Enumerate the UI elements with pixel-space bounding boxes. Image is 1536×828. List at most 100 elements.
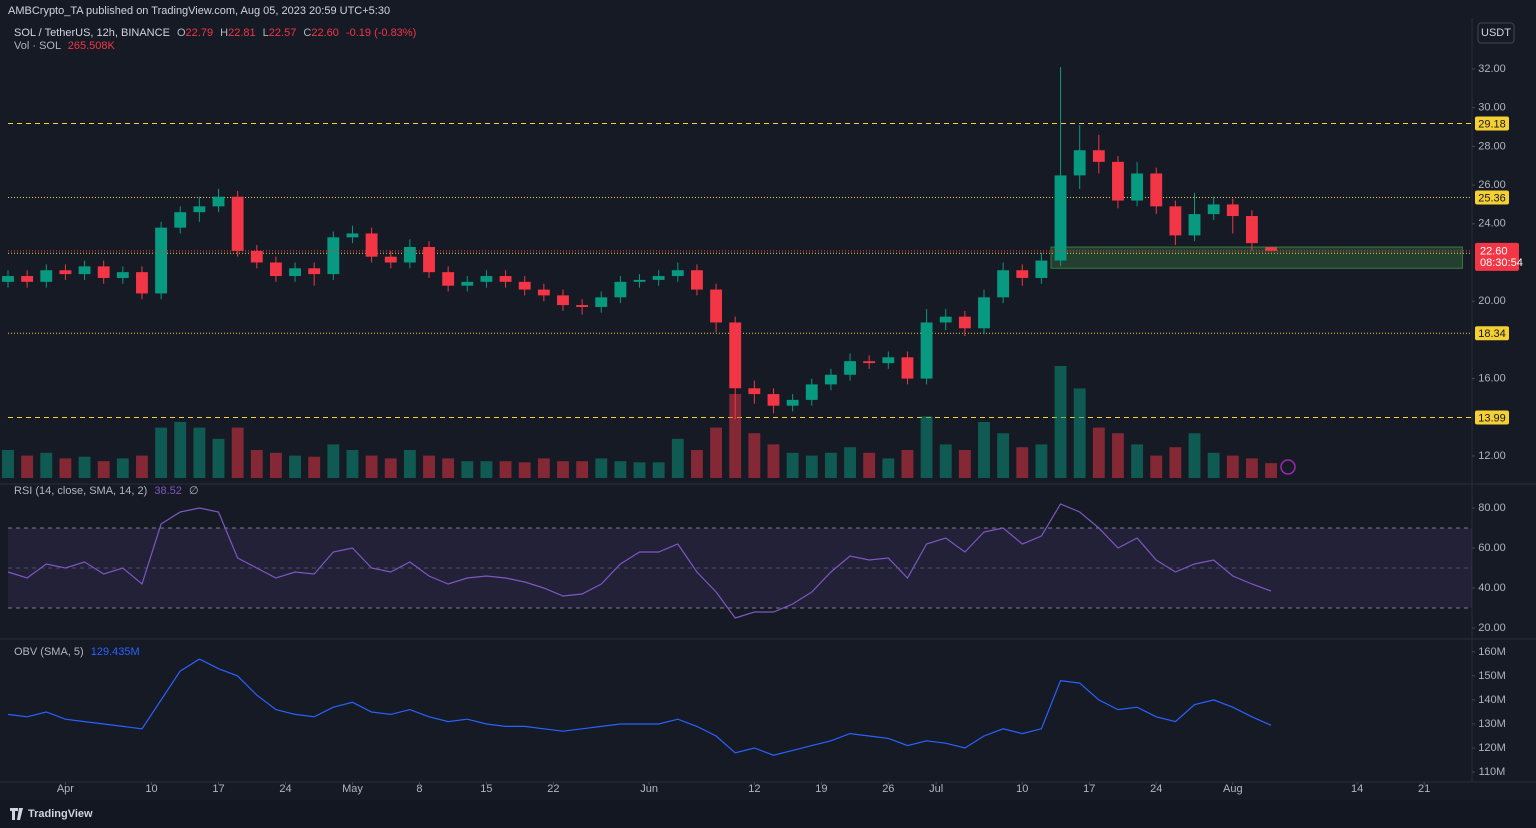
- volume-bar: [748, 433, 761, 478]
- footer-brand: TradingView: [28, 808, 93, 820]
- candle-body: [1245, 216, 1258, 244]
- candle-body: [729, 322, 742, 389]
- x-tick-label: Apr: [57, 783, 74, 795]
- candle-body: [1092, 150, 1105, 162]
- volume-bar: [1092, 427, 1105, 478]
- candle-body: [595, 297, 608, 307]
- footer-bar: [0, 800, 1536, 828]
- candle-body: [308, 268, 321, 275]
- volume-bar: [442, 458, 455, 478]
- x-tick-label: Aug: [1223, 783, 1243, 795]
- volume-bar: [155, 427, 168, 478]
- y-tick-label: 26.00: [1478, 179, 1506, 191]
- volume-bar: [786, 452, 799, 478]
- x-tick-label: Jun: [640, 783, 658, 795]
- volume-bar: [1131, 444, 1144, 478]
- volume-bar: [97, 461, 110, 478]
- candle-body: [786, 399, 799, 406]
- x-tick-label: Jul: [929, 783, 943, 795]
- candle-body: [78, 266, 91, 275]
- volume-bar: [212, 438, 225, 478]
- candle-body: [461, 281, 474, 286]
- y-tick-label: 110M: [1479, 766, 1506, 778]
- candle-body: [557, 295, 569, 306]
- rsi-extra: ∅: [189, 485, 199, 497]
- volume-bar: [671, 438, 684, 478]
- candle-body: [269, 262, 282, 277]
- volume-bar: [461, 461, 474, 478]
- volume-bar: [844, 447, 856, 478]
- volume-bar: [576, 461, 589, 478]
- indicator-line: [7, 658, 1272, 756]
- volume-bar: [882, 458, 895, 478]
- ohlc-label: C: [303, 27, 311, 39]
- volume-bar: [2, 450, 14, 478]
- candle-body: [614, 281, 627, 298]
- candle-body: [21, 276, 34, 282]
- volume-bar: [1265, 463, 1277, 478]
- volume-bar: [1054, 366, 1067, 478]
- candle-body: [958, 316, 971, 329]
- volume-bar: [729, 394, 742, 478]
- candle-body: [671, 270, 684, 277]
- candle-body: [824, 374, 837, 385]
- volume-bar: [289, 455, 301, 478]
- candle-body: [844, 361, 856, 375]
- candle-body: [652, 276, 665, 280]
- candle-body: [1112, 161, 1124, 201]
- indicator-line: [7, 503, 1272, 619]
- candle-body: [576, 305, 589, 307]
- level-label-box: [1475, 410, 1509, 425]
- event-icon[interactable]: [1280, 459, 1296, 475]
- ohlc-label: O: [177, 27, 186, 39]
- x-tick-label: 17: [1083, 783, 1095, 795]
- x-tick-label: 21: [1418, 783, 1430, 795]
- candle-body: [901, 357, 914, 379]
- candle-body: [805, 384, 818, 400]
- candle-body: [691, 270, 703, 290]
- y-tick-label: 150M: [1478, 670, 1506, 682]
- candle-body: [1207, 204, 1220, 215]
- candle-body: [384, 256, 397, 263]
- level-label-box: [1475, 326, 1509, 341]
- volume-bar: [269, 452, 282, 478]
- candle-body: [537, 289, 550, 296]
- candle-body: [327, 237, 340, 275]
- volume-bar: [59, 458, 72, 478]
- candle-body: [997, 270, 1010, 298]
- volume-bar: [939, 444, 952, 478]
- volume-bar: [346, 450, 359, 478]
- ohlc-value: 22.81: [228, 27, 256, 39]
- volume-value: 265.508K: [68, 40, 116, 52]
- candle-body: [97, 266, 110, 278]
- symbol-title: SOL / TetherUS, 12h, BINANCE: [14, 27, 170, 39]
- candle-body: [978, 297, 990, 329]
- volume-bar: [518, 462, 531, 478]
- volume-bar: [308, 456, 321, 478]
- obv-value: 129.435M: [91, 646, 140, 658]
- volume-bar: [40, 452, 53, 478]
- y-tick-label: 140M: [1478, 694, 1506, 706]
- level-label-box: [1475, 116, 1509, 131]
- ohlc-value: 22.57: [269, 27, 297, 39]
- published-line: AMBCrypto_TA published on TradingView.co…: [8, 5, 390, 17]
- volume-bar: [78, 456, 91, 478]
- candle-body: [193, 206, 206, 213]
- x-tick-label: 10: [1016, 783, 1028, 795]
- volume-title: Vol · SOL: [14, 40, 61, 52]
- rsi-legend: RSI (14, close, SMA, 14, 2) 38.52 ∅: [14, 485, 199, 497]
- x-tick-label: 26: [882, 783, 894, 795]
- volume-bar: [767, 444, 780, 478]
- currency-button[interactable]: [1477, 22, 1515, 44]
- level-label-box: [1475, 190, 1509, 205]
- layers: Apr 10 17 24 May 8 15 22 Jun 12 19 26 Jul 10 17 24 Aug 14…: [0, 18, 1536, 795]
- volume-bar: [116, 458, 129, 478]
- y-tick-label: 12.00: [1478, 450, 1506, 462]
- volume-bar: [499, 461, 512, 478]
- rsi-title: RSI (14, close, SMA, 14, 2): [14, 485, 147, 497]
- level-label: 18.34: [1478, 328, 1506, 340]
- y-tick-label: 24.00: [1478, 218, 1506, 230]
- volume-bar: [193, 427, 206, 478]
